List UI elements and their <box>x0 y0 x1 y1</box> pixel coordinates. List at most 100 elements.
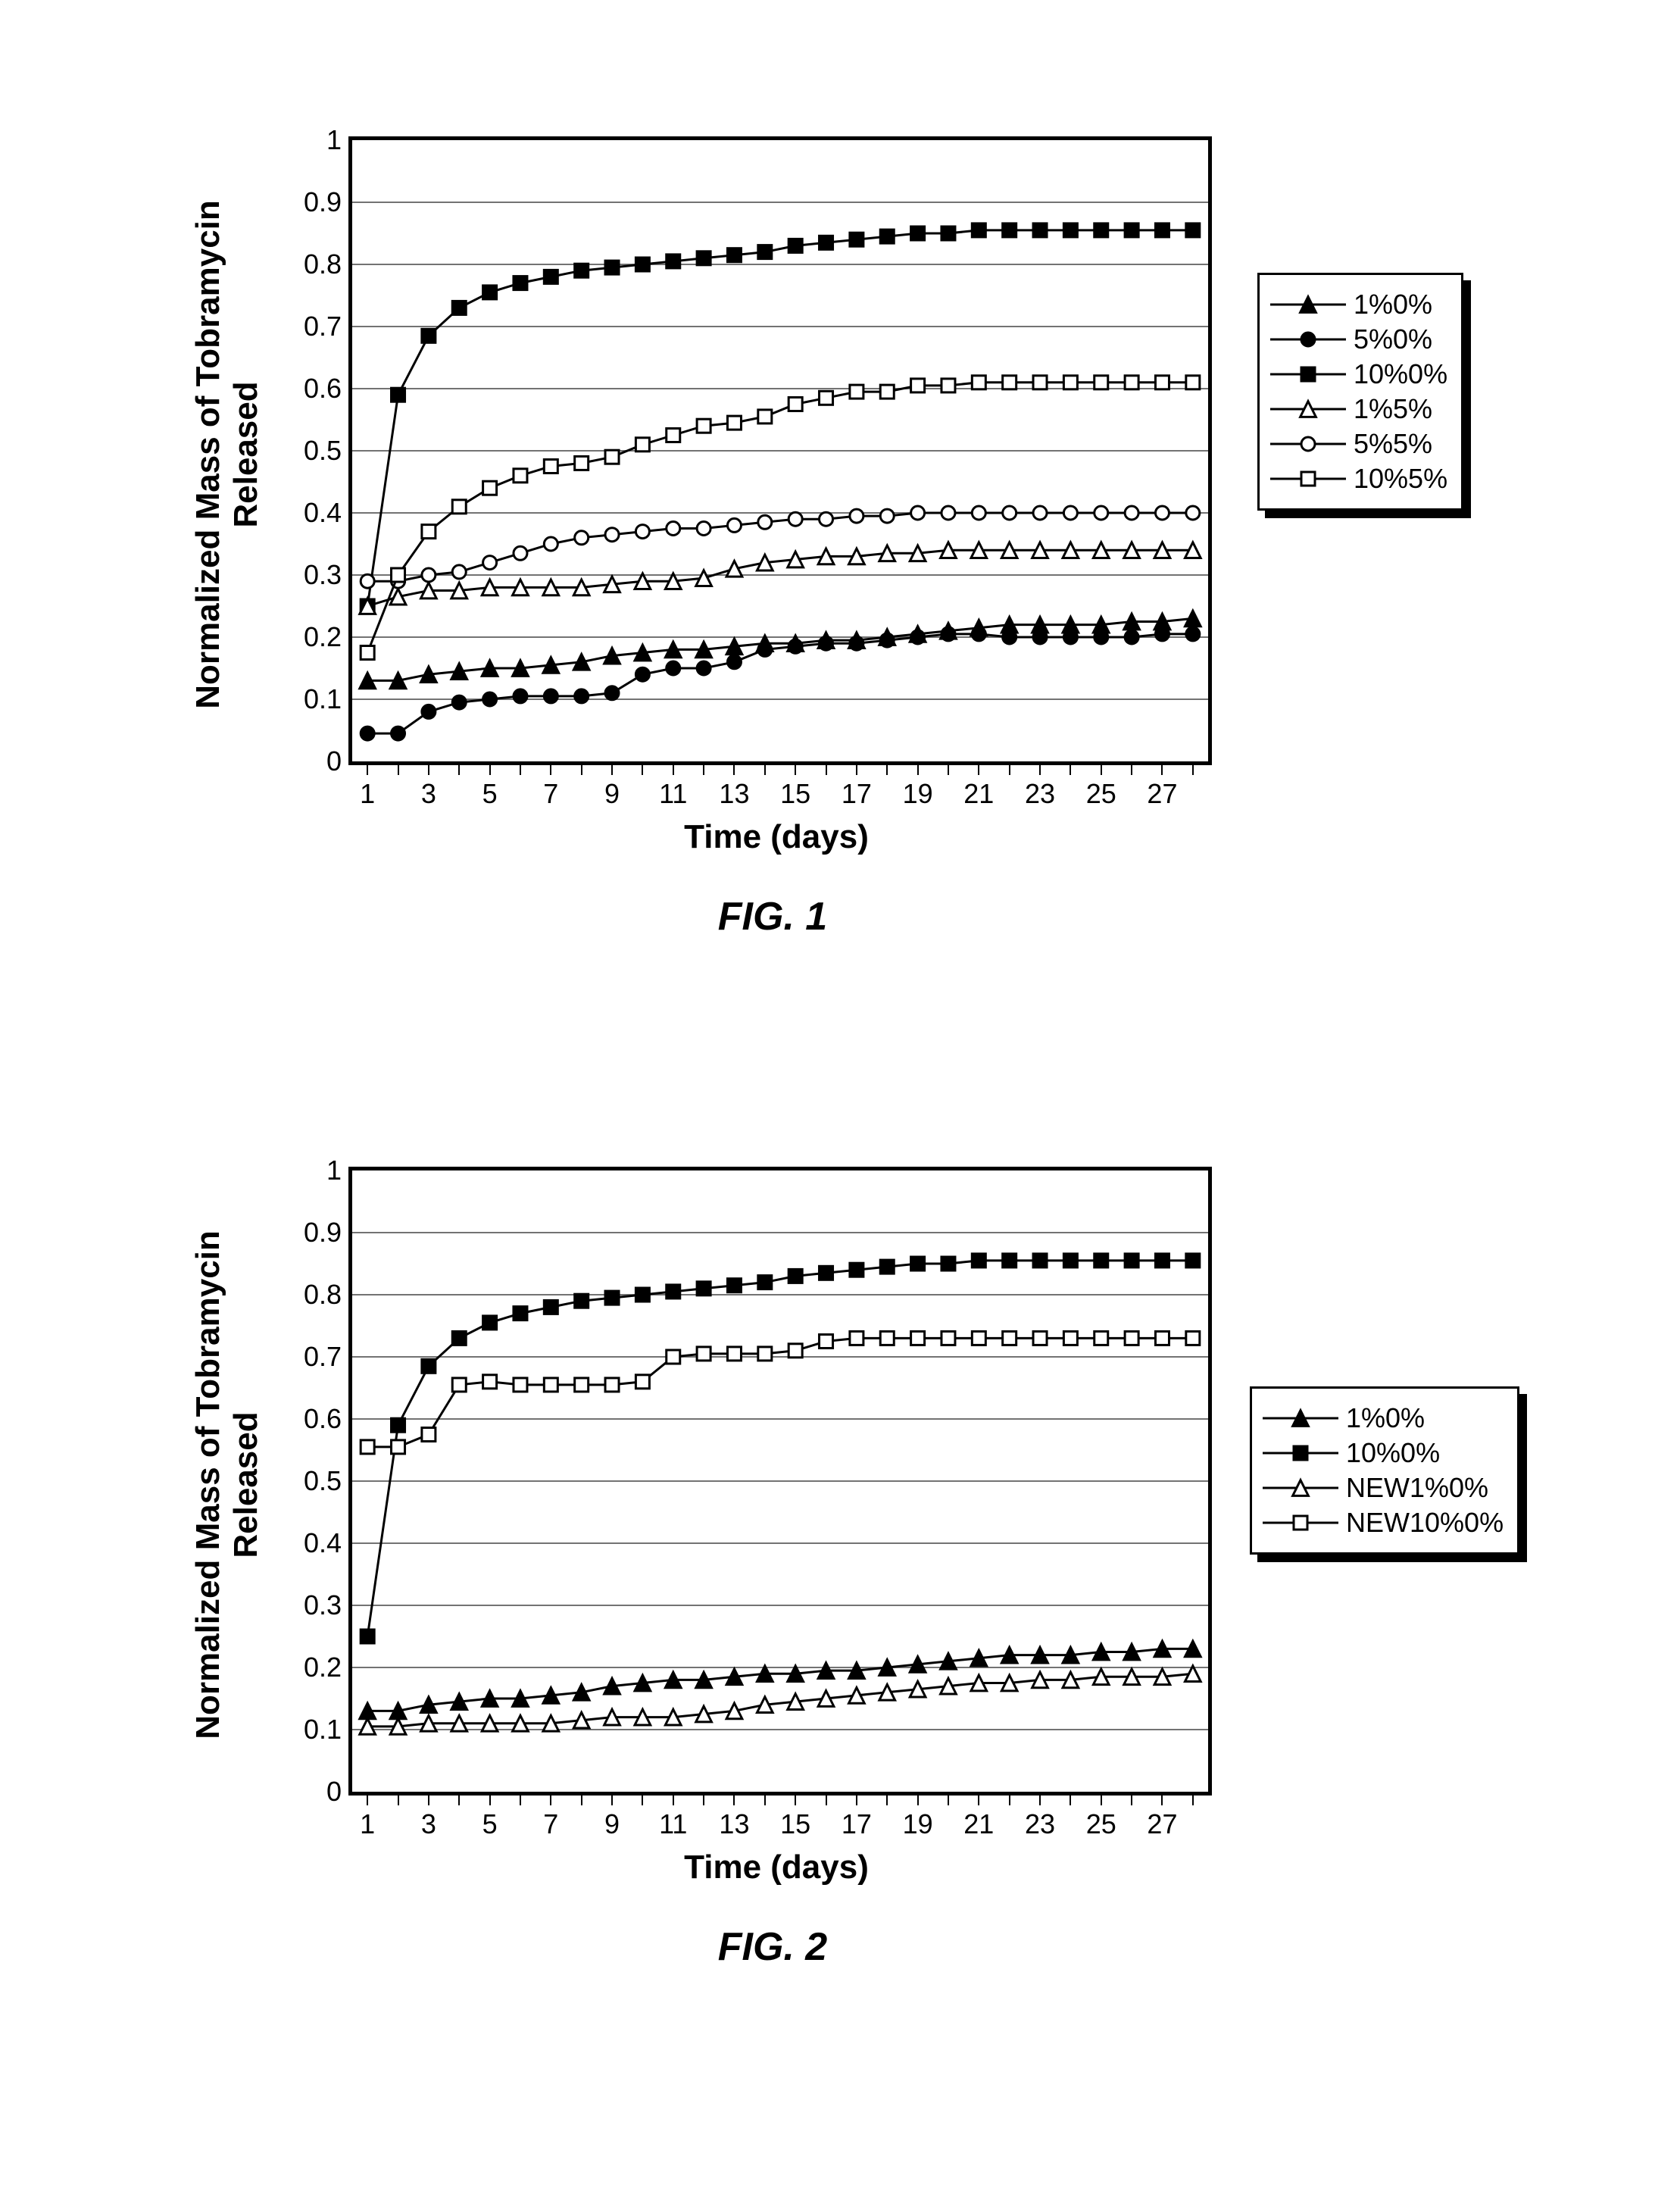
marker-square-icon <box>850 1263 863 1277</box>
marker-circle-icon <box>667 522 680 536</box>
legend-item: 1%0% <box>1263 1402 1504 1434</box>
marker-square-icon <box>605 1378 619 1392</box>
y-axis-label: Normalized Mass of Tobramycin Released <box>189 144 265 765</box>
marker-square-icon <box>758 410 772 423</box>
marker-square-icon <box>667 1350 680 1364</box>
marker-square-icon <box>697 252 710 265</box>
marker-circle-icon <box>575 531 589 545</box>
x-tick <box>520 761 521 775</box>
marker-circle-icon <box>1063 630 1077 644</box>
legend-label: 10%0% <box>1354 358 1447 390</box>
x-tick-label: 1 <box>360 1792 375 1840</box>
marker-circle-icon <box>1186 627 1200 641</box>
x-tick <box>1009 761 1010 775</box>
marker-circle-icon <box>392 727 405 740</box>
figure-caption: FIG. 2 <box>167 1924 1379 1970</box>
plot-area-2: 00.10.20.30.40.50.60.70.80.9113579111315… <box>348 1167 1212 1796</box>
marker-circle-icon <box>422 568 436 582</box>
marker-square-icon <box>1155 1254 1169 1267</box>
marker-square-icon <box>972 1331 985 1345</box>
y-tick-label: 0.1 <box>304 683 352 715</box>
x-tick <box>826 761 827 775</box>
x-tick-label: 15 <box>780 761 810 810</box>
marker-circle-icon <box>788 639 802 653</box>
y-tick-label: 0.7 <box>304 1341 352 1373</box>
marker-square-icon <box>697 1347 710 1361</box>
x-tick <box>1070 1792 1071 1805</box>
marker-square-icon <box>667 429 680 442</box>
legend-label: 10%5% <box>1354 463 1447 495</box>
x-tick <box>1192 761 1194 775</box>
marker-square-icon <box>758 1347 772 1361</box>
marker-square-icon <box>361 1440 374 1454</box>
marker-circle-icon <box>758 642 772 656</box>
marker-square-icon <box>727 416 741 430</box>
x-tick <box>458 1792 460 1805</box>
marker-square-icon <box>392 568 405 582</box>
marker-square-icon <box>788 1269 802 1283</box>
marker-square-icon <box>1186 1331 1200 1345</box>
marker-circle-icon <box>361 727 374 740</box>
x-tick <box>1131 761 1132 775</box>
x-tick <box>642 1792 643 1805</box>
legend-label: NEW10%0% <box>1346 1507 1504 1539</box>
x-tick <box>1192 1792 1194 1805</box>
marker-square-icon <box>972 1254 985 1267</box>
series-line <box>367 634 1193 733</box>
marker-square-icon <box>483 1316 497 1330</box>
x-tick-label: 5 <box>482 761 498 810</box>
marker-square-icon <box>575 1378 589 1392</box>
x-tick-label: 13 <box>719 1792 749 1840</box>
marker-circle-icon <box>880 633 894 647</box>
marker-square-icon <box>850 233 863 246</box>
marker-square-icon <box>635 1375 649 1389</box>
marker-circle-icon <box>880 509 894 523</box>
legend-swatch <box>1270 433 1346 455</box>
marker-square-icon <box>727 1347 741 1361</box>
marker-square-icon <box>452 301 466 314</box>
marker-square-icon <box>1094 223 1108 237</box>
marker-square-icon <box>452 1378 466 1392</box>
x-tick-label: 7 <box>543 1792 558 1840</box>
y-tick-label: 1 <box>326 124 352 156</box>
y-tick-label: 0.3 <box>304 1589 352 1621</box>
legend-label: 5%5% <box>1354 428 1432 460</box>
legend-swatch <box>1263 1477 1338 1499</box>
marker-square-icon <box>697 1282 710 1295</box>
marker-square-icon <box>941 227 955 240</box>
marker-square-icon <box>1125 376 1138 389</box>
marker-square-icon <box>758 1276 772 1289</box>
marker-circle-icon <box>1125 506 1138 520</box>
x-tick <box>948 761 949 775</box>
marker-square-icon <box>758 245 772 259</box>
marker-circle-icon <box>544 689 557 703</box>
marker-circle-icon <box>483 692 497 706</box>
marker-square-icon <box>1186 376 1200 389</box>
marker-square-icon <box>544 1300 557 1314</box>
marker-circle-icon <box>820 512 833 526</box>
x-tick-label: 19 <box>903 761 933 810</box>
legend-item: 1%5% <box>1270 393 1447 425</box>
x-tick-label: 15 <box>780 1792 810 1840</box>
x-tick <box>642 761 643 775</box>
legend-swatch <box>1270 398 1346 420</box>
marker-square-icon <box>1094 1331 1108 1345</box>
marker-square-icon <box>1063 376 1077 389</box>
marker-square-icon <box>544 1378 557 1392</box>
marker-square-icon <box>392 1418 405 1432</box>
x-tick <box>703 761 704 775</box>
marker-square-icon <box>1125 1254 1138 1267</box>
marker-square-icon <box>514 1307 527 1320</box>
marker-square-icon <box>1155 376 1169 389</box>
marker-square-icon <box>1033 223 1047 237</box>
marker-square-icon <box>1186 223 1200 237</box>
y-tick-label: 0.5 <box>304 435 352 467</box>
marker-square-icon <box>422 525 436 539</box>
marker-square-icon <box>1094 1254 1108 1267</box>
marker-circle-icon <box>635 667 649 681</box>
x-tick-label: 5 <box>482 1792 498 1840</box>
marker-square-icon <box>1033 1331 1047 1345</box>
legend-2: 1%0% 10%0% NEW1%0% NEW10%0% <box>1250 1386 1519 1555</box>
marker-square-icon <box>514 469 527 483</box>
marker-circle-icon <box>697 661 710 675</box>
